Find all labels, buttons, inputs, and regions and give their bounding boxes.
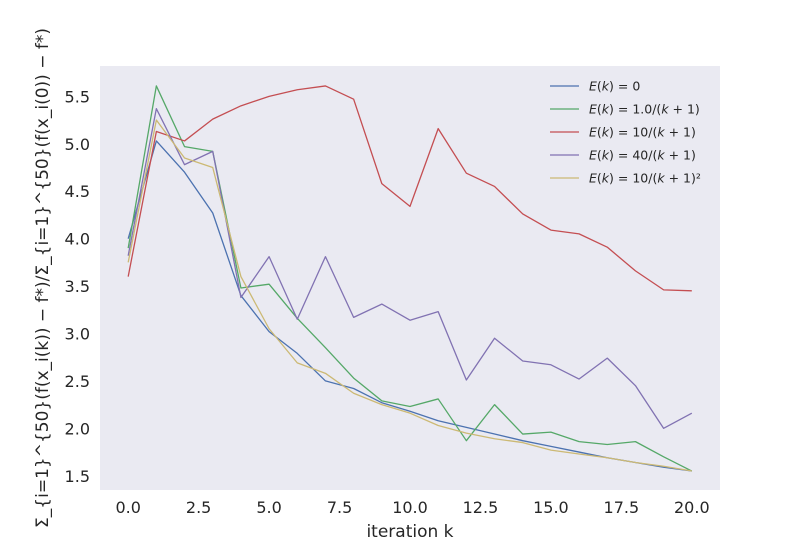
- x-tick-label: 7.5: [327, 498, 352, 517]
- y-tick-label: 5.0: [65, 135, 90, 154]
- series-layer: [127, 85, 693, 472]
- legend-label-5: E(k) = 10/(k + 1)²: [589, 171, 701, 186]
- legend-label-4: E(k) = 40/(k + 1): [589, 148, 696, 163]
- x-tick-label: 5.0: [256, 498, 281, 517]
- legend-label-3: E(k) = 10/(k + 1): [589, 125, 696, 140]
- y-tick-label: 4.5: [65, 182, 90, 201]
- x-tick-label: 20.0: [674, 498, 710, 517]
- x-tick-label: 15.0: [533, 498, 569, 517]
- series-line-4: [127, 108, 693, 429]
- y-tick-label: 2.5: [65, 372, 90, 391]
- y-tick-label: 5.5: [65, 87, 90, 106]
- x-tick-label: 2.5: [186, 498, 211, 517]
- y-tick-label: 4.0: [65, 230, 90, 249]
- y-tick-label: 2.0: [65, 419, 90, 438]
- x-tick-label: 10.0: [392, 498, 428, 517]
- x-tick-label: 12.5: [463, 498, 499, 517]
- y-axis-label: Σ_{i=1}^{50}(f(x_i(k)) − f*)/Σ_{i=1}^{50…: [33, 28, 53, 528]
- x-tick-label: 17.5: [604, 498, 640, 517]
- y-tick-label: 3.5: [65, 277, 90, 296]
- y-axis-ticks: 1.5 2.0 2.5 3.0 3.5 4.0 4.5 5.0 5.5: [65, 87, 90, 485]
- series-line-3: [127, 85, 692, 292]
- series-line-5: [127, 119, 692, 472]
- legend-label-2: E(k) = 1.0/(k + 1): [589, 102, 700, 117]
- y-tick-label: 3.0: [65, 324, 90, 343]
- x-axis-label: iteration k: [366, 522, 453, 542]
- legend-label-1: E(k) = 0: [589, 79, 640, 94]
- x-tick-label: 0.0: [115, 498, 140, 517]
- plot-area: [100, 66, 720, 490]
- x-axis-ticks: 0.0 2.5 5.0 7.5 10.0 12.5 15.0 17.5 20.0: [115, 498, 709, 517]
- legend: E(k) = 0 E(k) = 1.0/(k + 1) E(k) = 10/(k +…: [550, 79, 701, 186]
- y-tick-label: 1.5: [65, 467, 90, 486]
